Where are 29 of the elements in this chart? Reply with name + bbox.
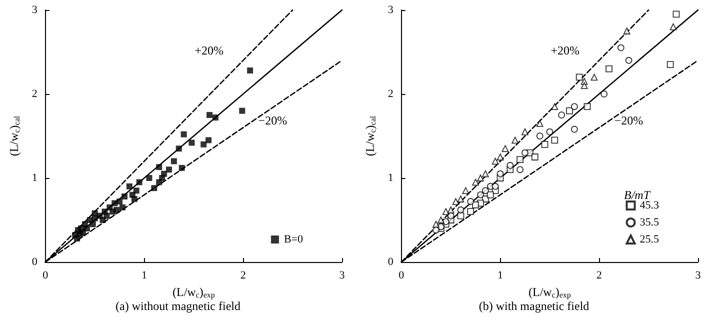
legend-label: 35.5 xyxy=(640,216,660,228)
text: (b) with magnetic field xyxy=(478,299,590,313)
legend-label: B=0 xyxy=(284,234,304,246)
legend-label: 45.3 xyxy=(640,200,660,212)
y-tick-label: 2 xyxy=(388,88,394,100)
x-tick-label: 1 xyxy=(142,270,148,282)
y-tick-label: 0 xyxy=(388,256,394,268)
annotation: −20% xyxy=(258,114,288,128)
x-tick-label: 0 xyxy=(42,270,49,282)
x-tick-label: 0 xyxy=(398,270,405,282)
x-tick-label: 2 xyxy=(596,270,602,282)
y-tick-label: 3 xyxy=(32,4,38,16)
text: (a) without magnetic field xyxy=(116,299,240,313)
y-tick-label: 0 xyxy=(32,256,38,268)
legend-title: B/mT xyxy=(624,188,652,202)
annotation: +20% xyxy=(194,43,224,58)
y-tick-label: 2 xyxy=(32,88,38,100)
annotation: −20% xyxy=(614,114,644,128)
y-tick-label: 1 xyxy=(32,172,38,184)
y-axis-title: (L/wc)cal xyxy=(7,115,22,156)
x-tick-label: 3 xyxy=(339,270,346,282)
y-tick-label: 1 xyxy=(388,172,394,184)
x-tick-label: 3 xyxy=(695,270,702,282)
annotation: +20% xyxy=(550,43,580,58)
y-tick-label: 3 xyxy=(388,4,394,16)
x-tick-label: 1 xyxy=(498,270,504,282)
y-axis-title: (L/wc)cal xyxy=(363,115,378,156)
x-tick-label: 2 xyxy=(240,270,246,282)
legend-label: 25.5 xyxy=(640,234,660,246)
